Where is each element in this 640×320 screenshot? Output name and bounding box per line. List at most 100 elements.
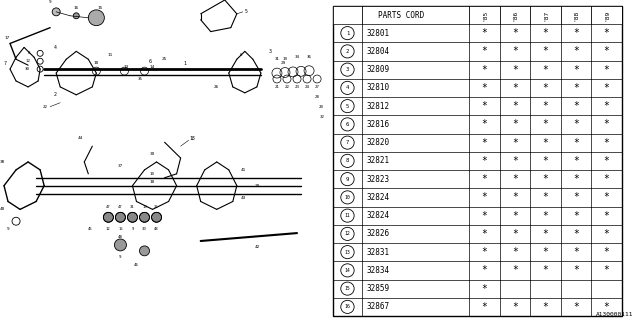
Text: *: * — [482, 302, 488, 312]
Text: 29: 29 — [281, 61, 286, 65]
Text: *: * — [604, 65, 609, 75]
Text: *: * — [482, 83, 488, 93]
Circle shape — [140, 212, 150, 222]
Text: *: * — [604, 83, 609, 93]
Text: *: * — [604, 46, 609, 56]
Text: 32859: 32859 — [367, 284, 390, 293]
Text: *: * — [512, 138, 518, 148]
Text: *: * — [482, 174, 488, 184]
Text: 32816: 32816 — [367, 120, 390, 129]
Text: 19: 19 — [282, 57, 287, 61]
Text: 32831: 32831 — [367, 248, 390, 257]
Text: 26: 26 — [214, 85, 220, 89]
Text: 15: 15 — [344, 286, 350, 291]
Text: *: * — [512, 174, 518, 184]
Text: 32821: 32821 — [367, 156, 390, 165]
Text: *: * — [482, 284, 488, 294]
Text: *: * — [512, 46, 518, 56]
Circle shape — [152, 212, 161, 222]
Text: *: * — [512, 65, 518, 75]
Text: 13: 13 — [124, 65, 129, 69]
Text: *: * — [543, 65, 548, 75]
Text: 9: 9 — [49, 0, 51, 4]
Text: *: * — [573, 302, 579, 312]
Text: *: * — [573, 101, 579, 111]
Text: *: * — [543, 119, 548, 129]
Text: 1: 1 — [346, 31, 349, 36]
Text: *: * — [543, 101, 548, 111]
Text: *: * — [482, 138, 488, 148]
Text: *: * — [543, 229, 548, 239]
Text: 30: 30 — [25, 67, 30, 71]
Text: 6: 6 — [239, 53, 242, 57]
Text: 11: 11 — [108, 53, 113, 57]
Text: *: * — [482, 28, 488, 38]
Text: *: * — [543, 174, 548, 184]
Text: *: * — [573, 211, 579, 220]
Text: 4: 4 — [53, 45, 56, 50]
Text: *: * — [543, 211, 548, 220]
Text: 11: 11 — [344, 213, 350, 218]
Text: 31: 31 — [130, 205, 135, 209]
Text: 10: 10 — [344, 195, 350, 200]
Text: 48: 48 — [154, 227, 159, 231]
Text: *: * — [604, 229, 609, 239]
Text: *: * — [512, 28, 518, 38]
Text: 43: 43 — [241, 196, 246, 200]
Text: *: * — [573, 46, 579, 56]
Text: 4: 4 — [346, 85, 349, 90]
Text: '86: '86 — [513, 9, 518, 20]
Text: 37: 37 — [118, 164, 123, 168]
Circle shape — [115, 239, 127, 251]
Text: 5: 5 — [346, 104, 349, 108]
Text: 32826: 32826 — [367, 229, 390, 238]
Text: 32810: 32810 — [367, 84, 390, 92]
Text: 13: 13 — [142, 205, 147, 209]
Text: 9: 9 — [346, 177, 349, 182]
Text: 34: 34 — [294, 55, 300, 59]
Text: *: * — [573, 156, 579, 166]
Circle shape — [73, 13, 79, 19]
Text: 40: 40 — [0, 207, 5, 212]
Text: 13: 13 — [344, 250, 350, 255]
Text: *: * — [573, 247, 579, 257]
Text: *: * — [573, 229, 579, 239]
Text: 36: 36 — [307, 55, 312, 59]
Text: *: * — [482, 156, 488, 166]
Text: 22: 22 — [43, 105, 48, 109]
Text: 9: 9 — [131, 227, 134, 231]
Text: *: * — [573, 65, 579, 75]
Text: *: * — [604, 265, 609, 276]
Bar — [333, 6, 621, 24]
Text: *: * — [482, 101, 488, 111]
Text: 8: 8 — [28, 51, 30, 55]
Text: '87: '87 — [543, 9, 548, 20]
Text: *: * — [573, 83, 579, 93]
Text: 41: 41 — [241, 168, 246, 172]
Text: *: * — [512, 211, 518, 220]
Text: 32824: 32824 — [367, 193, 390, 202]
Text: 7: 7 — [346, 140, 349, 145]
Text: 10: 10 — [93, 61, 99, 65]
Text: *: * — [543, 192, 548, 202]
Text: 16: 16 — [74, 6, 79, 10]
Text: 12: 12 — [25, 59, 30, 63]
Text: *: * — [482, 211, 488, 220]
Text: 46: 46 — [134, 263, 139, 267]
Text: 15: 15 — [118, 227, 123, 231]
Text: 14: 14 — [150, 65, 155, 69]
Text: *: * — [543, 138, 548, 148]
Text: *: * — [573, 174, 579, 184]
Text: *: * — [573, 138, 579, 148]
Text: 45: 45 — [88, 227, 93, 231]
Text: 6: 6 — [346, 122, 349, 127]
Text: 7: 7 — [4, 61, 7, 66]
Text: *: * — [604, 302, 609, 312]
Text: 12: 12 — [344, 231, 350, 236]
Text: 5: 5 — [245, 9, 248, 14]
Text: *: * — [482, 192, 488, 202]
Text: *: * — [604, 138, 609, 148]
Text: 16: 16 — [344, 304, 350, 309]
Text: 10: 10 — [150, 180, 155, 184]
Text: 20: 20 — [319, 105, 324, 109]
